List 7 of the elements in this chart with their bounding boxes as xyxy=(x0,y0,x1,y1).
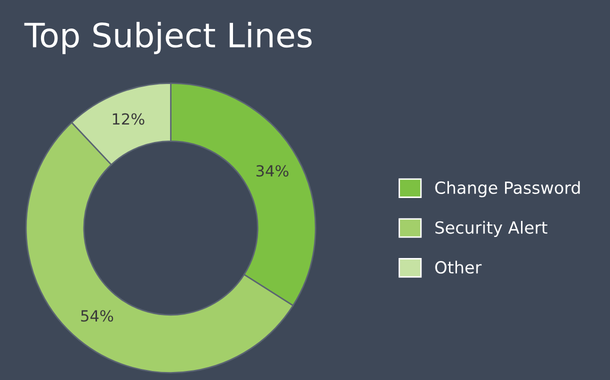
chart-title: Top Subject Lines xyxy=(24,22,312,54)
data-label: 12% xyxy=(112,113,144,125)
legend-label: Change Password xyxy=(435,181,580,198)
data-label: 34% xyxy=(256,165,288,177)
legend-label: Security Alert xyxy=(435,220,548,238)
legend-label: Other xyxy=(435,260,482,274)
data-label: 54% xyxy=(81,310,114,322)
